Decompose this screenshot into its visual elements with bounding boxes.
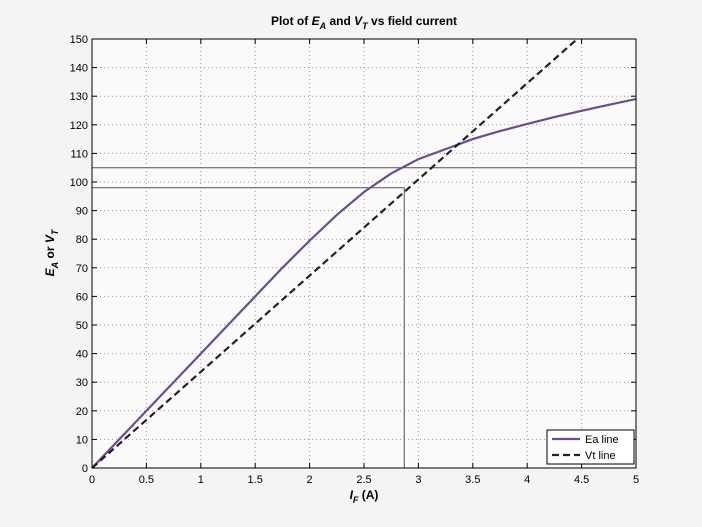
x-tick-label: 4.5 xyxy=(574,474,589,486)
title-part: T xyxy=(362,21,369,31)
x-tick-label: 4 xyxy=(524,474,530,486)
y-tick-label: 10 xyxy=(76,434,88,446)
ylabel-part: or xyxy=(43,246,57,258)
plot-clip xyxy=(92,39,636,468)
y-tick-label: 120 xyxy=(70,120,88,132)
y-tick-label: 80 xyxy=(76,234,88,246)
legend-label: Vt line xyxy=(585,450,616,462)
y-tick-label: 50 xyxy=(76,320,88,332)
ylabel-part: T xyxy=(50,228,60,235)
y-tick-label: 140 xyxy=(70,63,88,75)
y-tick-label: 150 xyxy=(70,34,88,46)
x-tick-label: 0.5 xyxy=(139,474,154,486)
reference-line xyxy=(92,187,405,468)
x-tick-label: 1 xyxy=(198,474,204,486)
title-part: E xyxy=(312,14,321,28)
y-tick-label: 130 xyxy=(70,91,88,103)
y-tick-label: 20 xyxy=(76,406,88,418)
title-part: A xyxy=(319,21,327,31)
xlabel-part: (A) xyxy=(362,488,379,502)
data-line xyxy=(92,97,636,468)
title-part: Plot of xyxy=(271,14,309,28)
title-part: vs field current xyxy=(371,14,457,28)
y-tick-label: 30 xyxy=(76,377,88,389)
axes-box xyxy=(91,38,637,469)
x-tick-label: 2.5 xyxy=(356,474,371,486)
xlabel-part: I xyxy=(350,488,354,502)
x-tick-label: 2 xyxy=(307,474,313,486)
ylabel-part: V xyxy=(43,234,57,243)
title-part: and xyxy=(329,14,350,28)
ylabel-part: E xyxy=(43,267,57,276)
y-tick-label: 0 xyxy=(82,463,88,475)
legend-label: Ea line xyxy=(585,434,619,446)
x-axis-label: IF (A) xyxy=(350,488,379,505)
y-tick-label: 70 xyxy=(76,263,88,275)
x-tick-label: 3 xyxy=(415,474,421,486)
title-part: V xyxy=(354,14,363,28)
y-tick-label: 60 xyxy=(76,291,88,303)
xlabel-part: F xyxy=(353,495,359,505)
plot-area xyxy=(92,39,636,468)
y-tick-label: 110 xyxy=(70,148,88,160)
y-tick-label: 90 xyxy=(76,206,88,218)
legend-box xyxy=(546,429,635,465)
y-axis-label: EA or VT xyxy=(43,228,60,276)
data-line xyxy=(92,39,578,468)
x-tick-label: 0 xyxy=(89,474,95,486)
y-tick-label: 100 xyxy=(70,177,88,189)
ylabel-part: A xyxy=(50,262,60,270)
y-tick-label: 40 xyxy=(76,349,88,361)
x-tick-label: 1.5 xyxy=(248,474,263,486)
x-tick-label: 3.5 xyxy=(465,474,480,486)
x-tick-label: 5 xyxy=(633,474,639,486)
chart-title: Plot of EA and VT vs field current xyxy=(271,14,457,31)
